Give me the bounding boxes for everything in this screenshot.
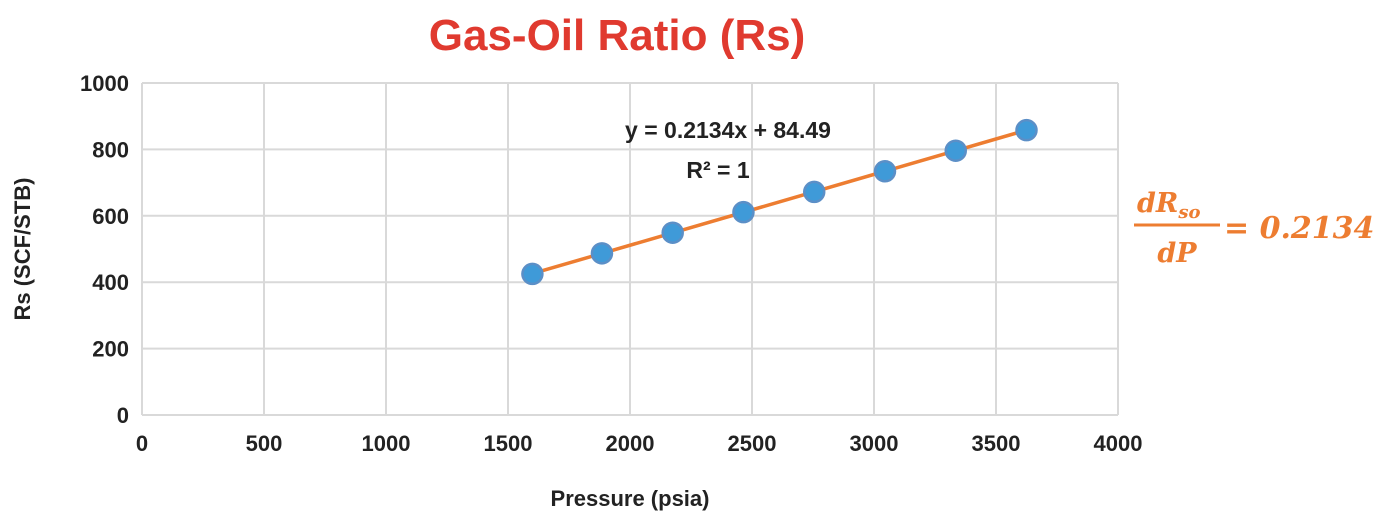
data-points xyxy=(521,118,1038,286)
x-tick-label: 1500 xyxy=(484,431,533,456)
y-tick-label: 0 xyxy=(117,403,129,428)
x-tick-label: 4000 xyxy=(1094,431,1143,456)
chart-title: Gas-Oil Ratio (Rs) xyxy=(429,11,806,60)
trendline-equation: y = 0.2134x + 84.49 xyxy=(625,117,831,143)
y-tick-label: 1000 xyxy=(80,71,129,96)
x-tick-label: 3000 xyxy=(850,431,899,456)
y-tick-label: 200 xyxy=(92,337,129,362)
derivative-value: = 0.2134 xyxy=(1224,211,1374,246)
tick-labels: 0 500 1000 1500 2000 2500 3000 3500 4000 0 200 400 6… xyxy=(80,71,1142,456)
data-point xyxy=(521,262,544,286)
x-tick-label: 0 xyxy=(136,431,148,456)
x-tick-label: 2000 xyxy=(606,431,655,456)
x-tick-label: 500 xyxy=(246,431,283,456)
data-point xyxy=(661,221,684,244)
derivative-numerator: dRso xyxy=(1137,188,1200,223)
data-point xyxy=(802,180,826,204)
y-tick-label: 400 xyxy=(92,270,129,295)
derivative-denominator: dP xyxy=(1157,238,1197,269)
x-tick-label: 2500 xyxy=(728,431,777,456)
y-tick-label: 800 xyxy=(92,137,129,162)
trendline xyxy=(531,128,1027,276)
data-point xyxy=(732,200,755,224)
x-tick-label: 1000 xyxy=(362,431,411,456)
x-tick-label: 3500 xyxy=(972,431,1021,456)
trendline-group xyxy=(531,128,1027,276)
x-axis-label: Pressure (psia) xyxy=(551,486,710,511)
data-point xyxy=(1015,118,1038,142)
y-tick-label: 600 xyxy=(92,204,129,229)
derivative-annotation: dRso dP = 0.2134 xyxy=(1134,188,1374,269)
r-squared-label: R² = 1 xyxy=(686,157,749,183)
data-point xyxy=(590,242,614,265)
y-axis-label: Rs (SCF/STB) xyxy=(10,178,35,321)
data-point xyxy=(873,160,897,183)
data-point xyxy=(944,139,967,162)
